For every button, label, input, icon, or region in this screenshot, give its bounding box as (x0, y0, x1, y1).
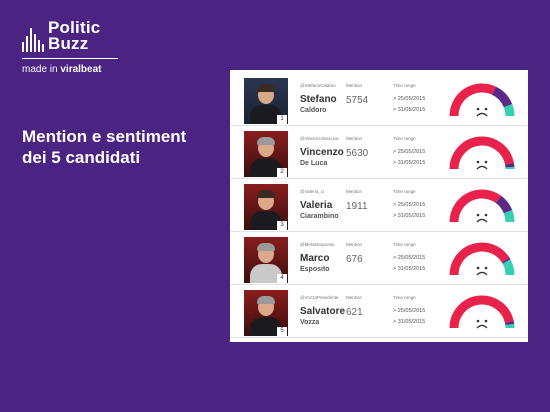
logo-subtitle: made in viralbeat (22, 64, 102, 75)
logo-line1: Politic (48, 18, 101, 37)
candidate-last-name: Vozza (300, 319, 320, 326)
logo-sub-prefix: made in (22, 64, 61, 75)
logo-divider (22, 58, 118, 59)
candidate-row: 3 @Valeria_ci Valeria Ciarambino Mention… (230, 180, 528, 232)
time-range-from: > 25/05/2015 (393, 149, 426, 155)
candidate-photo: 5 (244, 290, 288, 336)
sad-face-icon (476, 160, 488, 170)
candidate-handle: @StefanoCaldoro (300, 83, 336, 88)
sentiment-neutral-arc (501, 257, 511, 264)
sentiment-negative-arc (449, 242, 510, 276)
candidate-handle: @VincenzoDeLuca (300, 136, 339, 141)
time-range-from: > 25/05/2015 (393, 255, 426, 261)
headline-line1: Mention e sentiment (22, 127, 187, 146)
candidate-last-name: De Luca (300, 160, 328, 167)
mention-header: Mention (346, 136, 363, 141)
time-range-header: Time range (393, 189, 416, 194)
candidate-last-name: Ciarambino (300, 213, 339, 220)
mention-header: Mention (346, 83, 363, 88)
time-range-header: Time range (393, 242, 416, 247)
time-range-header: Time range (393, 295, 416, 300)
logo-title: Politic Buzz (48, 18, 101, 53)
logo-line2: Buzz (48, 34, 89, 53)
sentiment-negative-arc (449, 83, 496, 117)
time-range-to: > 31/05/2015 (393, 213, 426, 219)
candidate-handle: @MeMeEsposito (300, 242, 335, 247)
candidate-first-name: Vincenzo (300, 147, 344, 158)
candidate-first-name: Stefano (300, 94, 337, 105)
candidate-row: 1 @StefanoCaldoro Stefano Caldoro Mentio… (230, 74, 528, 126)
candidate-photo: 2 (244, 131, 288, 177)
mention-count: 676 (346, 254, 363, 265)
candidate-row: 5 @VozzaPresidente Salvatore Vozza Menti… (230, 286, 528, 338)
time-range-to: > 31/05/2015 (393, 160, 426, 166)
sentiment-positive-arc (502, 259, 515, 276)
sentiment-negative-arc (449, 295, 514, 329)
time-range-to: > 31/05/2015 (393, 107, 426, 113)
mention-count: 621 (346, 307, 363, 318)
candidate-handle: @Valeria_ci (300, 189, 324, 194)
candidate-rank: 3 (277, 221, 287, 230)
mention-count: 5754 (346, 95, 369, 106)
time-range-header: Time range (393, 136, 416, 141)
sentiment-neutral-arc (491, 86, 513, 108)
sentiment-gauge (449, 136, 515, 170)
candidate-handle: @VozzaPresidente (300, 295, 339, 300)
candidate-rank: 5 (277, 327, 287, 336)
sentiment-gauge (449, 242, 515, 276)
candidate-first-name: Marco (300, 253, 330, 264)
logo-sub-brand: viralbeat (60, 64, 102, 75)
sentiment-negative-arc (449, 136, 514, 170)
sentiment-neutral-arc (495, 195, 513, 214)
mention-count: 5630 (346, 148, 369, 159)
candidate-first-name: Salvatore (300, 306, 346, 317)
sentiment-positive-arc (503, 104, 515, 117)
mention-count: 1911 (346, 201, 368, 212)
candidates-panel: 1 @StefanoCaldoro Stefano Caldoro Mentio… (230, 70, 528, 342)
mention-header: Mention (346, 295, 363, 300)
candidate-row: 4 @MeMeEsposito Marco Esposito Mention 6… (230, 233, 528, 285)
bars-icon (22, 26, 46, 52)
candidate-last-name: Esposito (300, 266, 330, 273)
candidate-photo: 4 (244, 237, 288, 283)
sentiment-positive-arc (503, 210, 515, 223)
sentiment-negative-arc (449, 189, 502, 223)
headline-line2: dei 5 candidati (22, 148, 141, 167)
time-range-to: > 31/05/2015 (393, 266, 426, 272)
time-range-from: > 25/05/2015 (393, 308, 426, 314)
candidate-first-name: Valeria (300, 200, 333, 211)
sad-face-icon (476, 213, 488, 223)
sad-face-icon (476, 107, 488, 117)
time-range-to: > 31/05/2015 (393, 319, 426, 325)
candidate-photo: 1 (244, 78, 288, 124)
sentiment-gauge (449, 295, 515, 329)
slide-headline: Mention e sentiment dei 5 candidati (22, 126, 222, 168)
time-range-from: > 25/05/2015 (393, 96, 426, 102)
time-range-header: Time range (393, 83, 416, 88)
sad-face-icon (476, 266, 488, 276)
sentiment-gauge (449, 189, 515, 223)
sad-face-icon (476, 319, 488, 329)
candidate-photo: 3 (244, 184, 288, 230)
time-range-from: > 25/05/2015 (393, 202, 426, 208)
mention-header: Mention (346, 242, 363, 247)
candidate-rank: 2 (277, 168, 287, 177)
candidate-last-name: Caldoro (300, 107, 327, 114)
sentiment-gauge (449, 83, 515, 117)
mention-header: Mention (346, 189, 363, 194)
candidate-rank: 4 (277, 274, 287, 283)
candidate-rank: 1 (277, 115, 287, 124)
candidate-row: 2 @VincenzoDeLuca Vincenzo De Luca Menti… (230, 127, 528, 179)
